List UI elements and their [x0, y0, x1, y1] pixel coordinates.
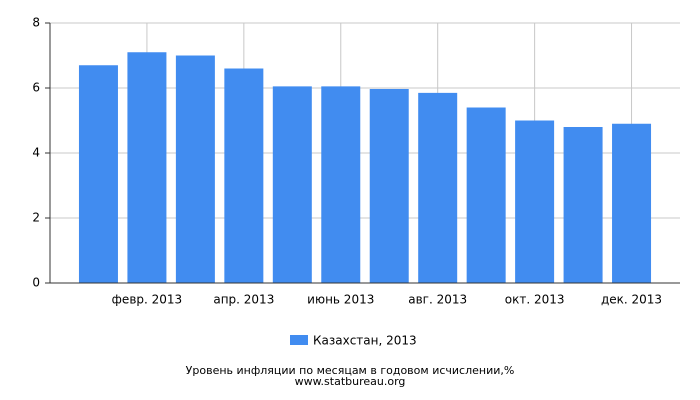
- y-tick-label: 4: [32, 146, 40, 160]
- bar: [127, 52, 167, 283]
- chart-subtitle: www.statbureau.org: [295, 375, 406, 388]
- bar: [515, 120, 555, 283]
- bar: [272, 86, 312, 283]
- bar: [466, 107, 506, 283]
- bar: [175, 55, 215, 283]
- bar: [321, 86, 361, 283]
- legend-label: Казахстан, 2013: [313, 334, 417, 348]
- x-tick-label: февр. 2013: [112, 293, 183, 307]
- y-tick-label: 2: [32, 211, 40, 225]
- y-tick-label: 8: [32, 16, 40, 30]
- chart-title: Уровень инфляции по месяцам в годовом ис…: [186, 364, 515, 377]
- x-tick-label: апр. 2013: [213, 293, 274, 307]
- y-tick-label: 0: [32, 276, 40, 290]
- bar: [612, 123, 652, 283]
- y-tick-label: 6: [32, 81, 40, 95]
- legend-swatch: [290, 335, 308, 345]
- x-tick-label: авг. 2013: [408, 293, 467, 307]
- bar: [224, 68, 264, 283]
- bar: [369, 88, 409, 283]
- x-tick-label: июнь 2013: [307, 293, 374, 307]
- bar: [78, 65, 118, 283]
- bar: [563, 127, 603, 283]
- bar: [418, 92, 458, 283]
- x-tick-label: дек. 2013: [601, 293, 662, 307]
- x-tick-label: окт. 2013: [505, 293, 565, 307]
